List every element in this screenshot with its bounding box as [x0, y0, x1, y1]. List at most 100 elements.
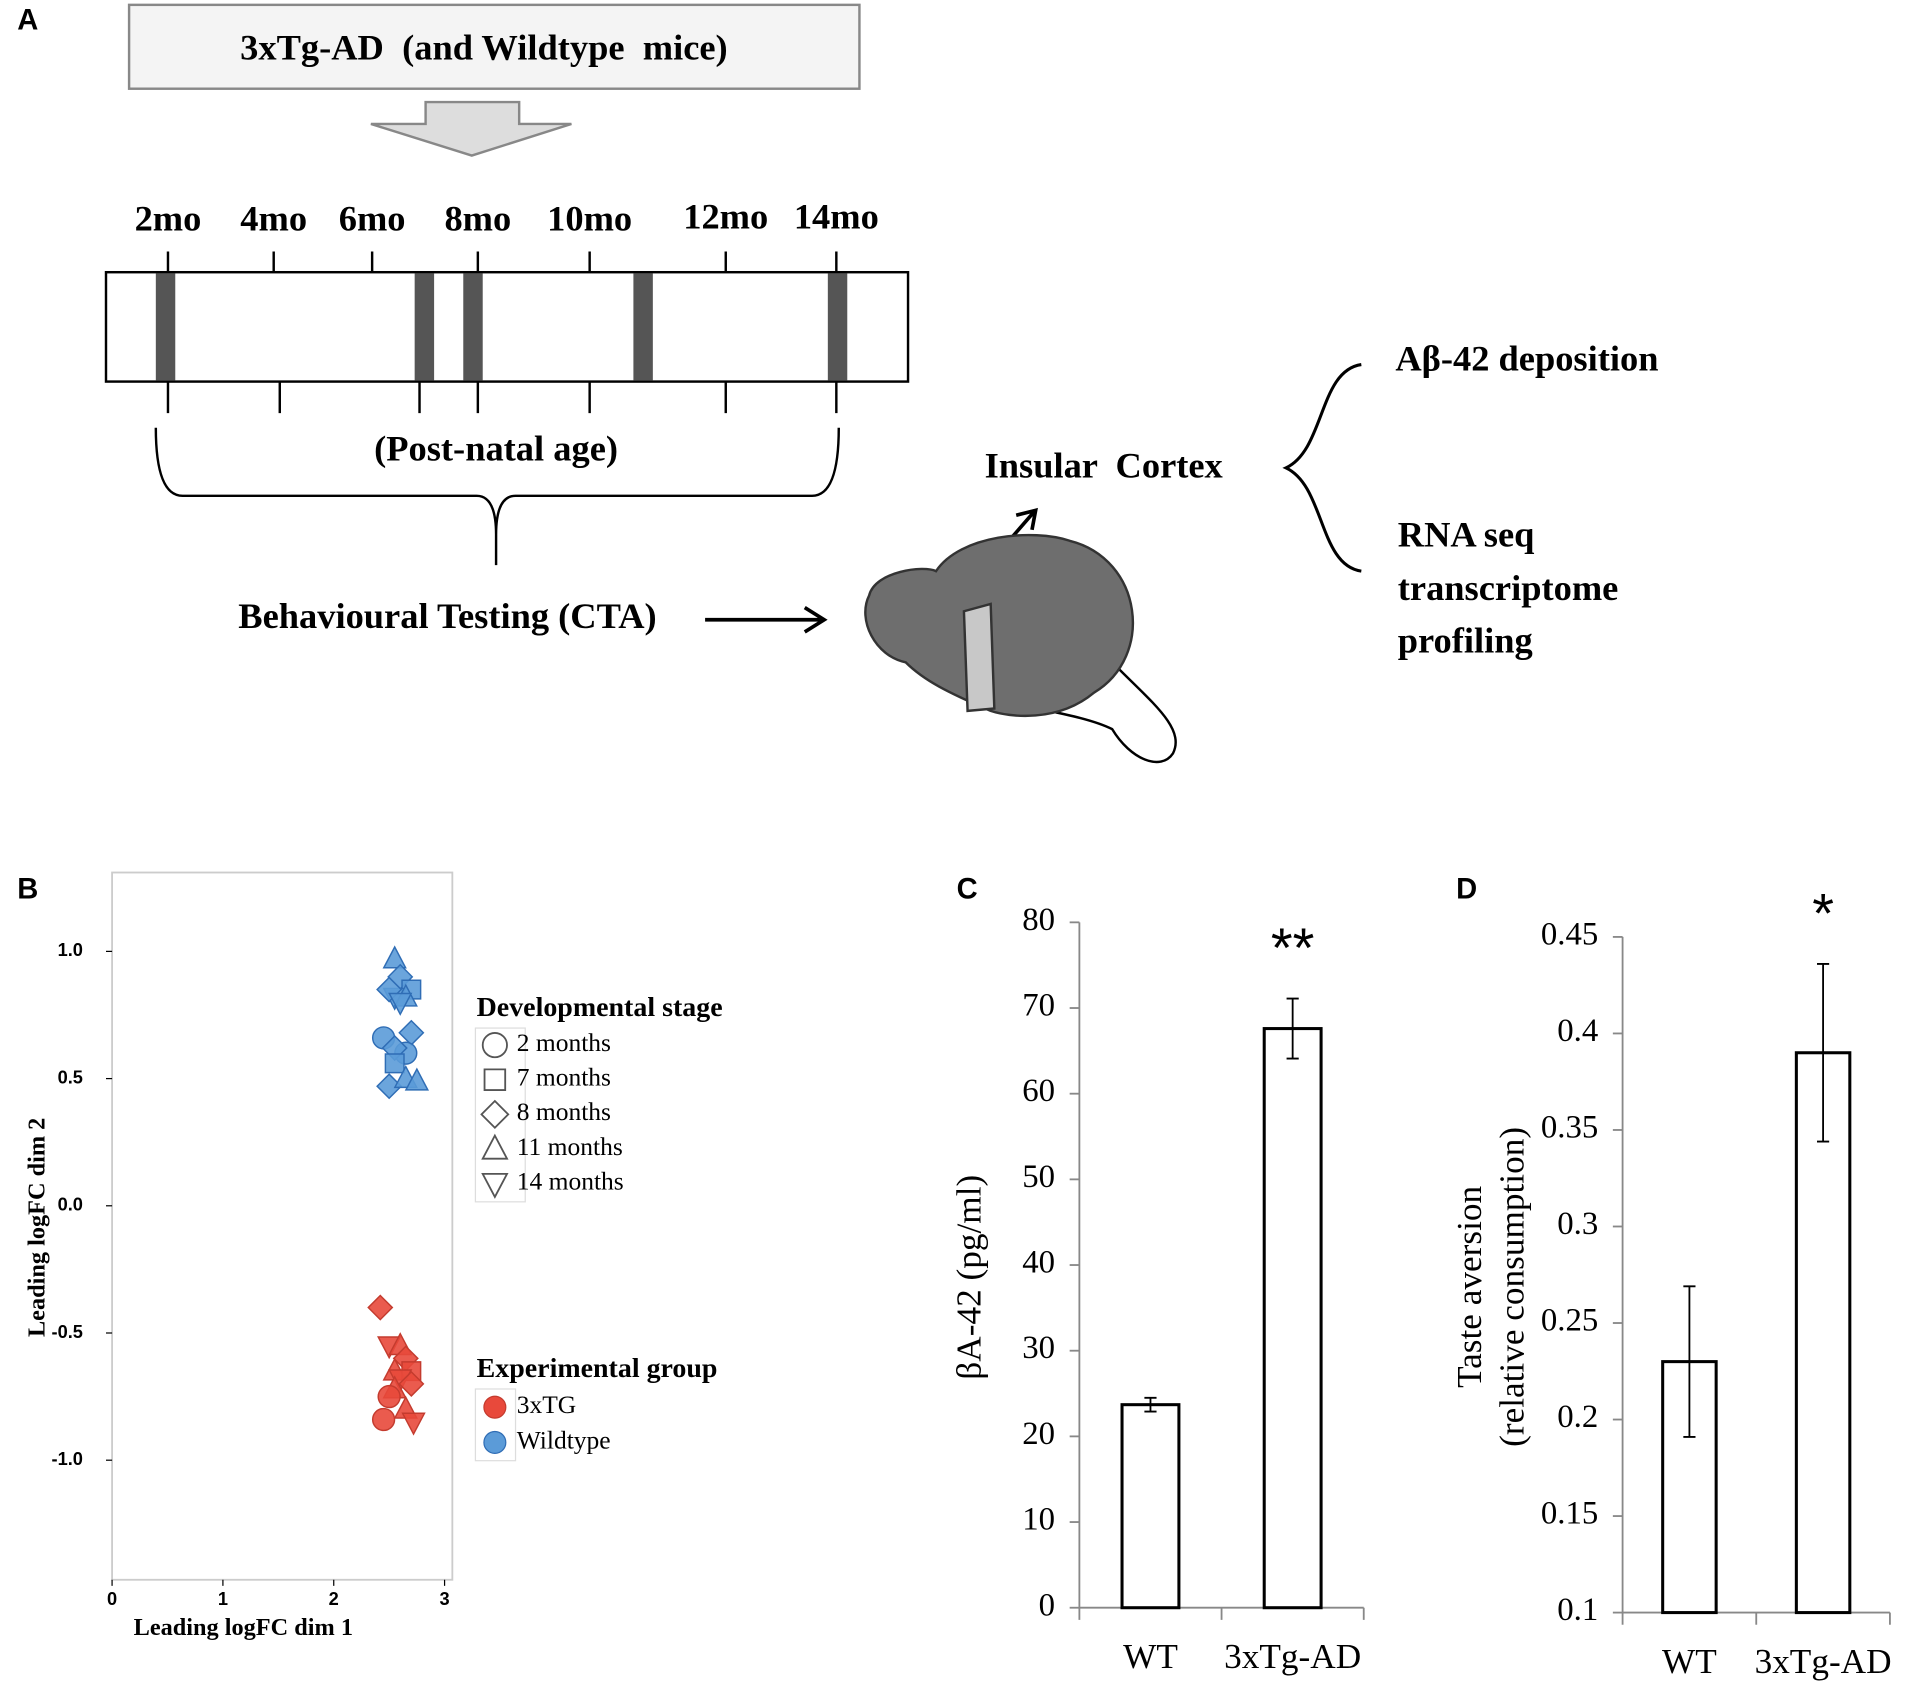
y-tick-label: 70 — [1022, 988, 1055, 1024]
x-tick-label: 1 — [218, 1589, 228, 1609]
panel-label: C — [957, 873, 978, 905]
y-tick-label: -1.0 — [52, 1449, 83, 1469]
point — [388, 992, 413, 1016]
age-label: 10mo — [547, 199, 632, 239]
y-tick-label: 0.3 — [1557, 1206, 1598, 1242]
x-tick-label: WT — [1123, 1637, 1178, 1676]
legend-marker — [481, 1133, 509, 1160]
error-bar — [1144, 1396, 1157, 1413]
legend-box — [474, 1388, 517, 1462]
point — [384, 1053, 405, 1074]
arrow — [705, 606, 828, 634]
y-tick-label: 60 — [1022, 1073, 1055, 1109]
legend-marker — [481, 1032, 508, 1059]
legend-label: 8 months — [517, 1097, 611, 1126]
y-tick-label: 0.15 — [1541, 1496, 1598, 1532]
y-tick-label: 0.0 — [58, 1195, 83, 1215]
y-tick-label: 0.35 — [1541, 1110, 1598, 1146]
legend-marker — [481, 1172, 509, 1199]
point — [404, 1067, 430, 1091]
x-tick-label: 3xTg-AD — [1755, 1642, 1892, 1681]
age-label: 8mo — [444, 199, 511, 239]
error-bar — [1683, 1285, 1696, 1438]
panel-a — [104, 3, 1362, 764]
y-tick-label: 0 — [1039, 1587, 1055, 1623]
y-tick-label: 80 — [1022, 902, 1055, 938]
error-bar — [1286, 997, 1299, 1060]
legend-label: 3xTG — [517, 1390, 577, 1419]
y-tick-label: 0.25 — [1541, 1303, 1598, 1339]
y-tick-label: 0.45 — [1541, 916, 1598, 952]
brace — [1282, 363, 1362, 573]
timeline — [104, 270, 910, 383]
region-label: Insular Cortex — [985, 445, 1224, 485]
point — [401, 1412, 426, 1436]
brain — [864, 533, 1135, 717]
bar — [1262, 1027, 1323, 1610]
y-tick-label: 0.1 — [1557, 1592, 1598, 1628]
y-axis-title: Taste aversion — [1450, 1186, 1489, 1388]
outcome: Aβ-42 deposition — [1395, 338, 1658, 378]
top-box — [127, 3, 861, 90]
caption: (Post-natal age) — [374, 428, 618, 468]
legend-marker — [483, 1430, 507, 1454]
legend-marker — [483, 1068, 507, 1091]
panel-label: D — [1456, 873, 1477, 905]
y-axis-title: (relative consumption) — [1493, 1127, 1532, 1447]
point — [382, 945, 407, 969]
age-label: 6mo — [339, 199, 406, 239]
age-label: 2mo — [135, 199, 202, 239]
age-label: 14mo — [794, 196, 879, 236]
bar — [1794, 1051, 1852, 1615]
significance: ** — [1271, 916, 1315, 979]
brace — [154, 427, 840, 566]
y-axis-title: βA-42 (pg/ml) — [950, 1175, 989, 1380]
plot-frame — [111, 871, 454, 1581]
outcome: profiling — [1398, 620, 1533, 660]
bar — [1120, 1403, 1181, 1610]
y-tick-label: 1.0 — [58, 940, 83, 960]
box-text: 3xTg-AD (and Wildtype mice) — [240, 27, 728, 67]
insula-slice — [962, 602, 996, 713]
x-tick-label: 3xTg-AD — [1224, 1637, 1361, 1676]
down-arrow — [370, 100, 572, 157]
significance: * — [1812, 882, 1834, 945]
legend-label: 2 months — [517, 1028, 611, 1057]
outcome: transcriptome — [1398, 568, 1619, 608]
y-tick-label: 0.4 — [1557, 1013, 1598, 1049]
time-bars — [155, 273, 848, 381]
panel-a-text: A 3xTg-AD (and Wildtype mice) 2mo 4mo 6m… — [17, 5, 1658, 661]
legend-label: 11 months — [517, 1132, 623, 1161]
point — [398, 1019, 425, 1046]
point — [367, 1294, 394, 1321]
legend-box — [474, 1027, 526, 1203]
y-tick-label: -0.5 — [52, 1322, 83, 1342]
legend-title: Developmental stage — [477, 992, 723, 1023]
y-tick-label: 50 — [1022, 1159, 1055, 1195]
x-tick-label: 3 — [440, 1589, 450, 1609]
panel-label: A — [17, 5, 38, 37]
point — [377, 1385, 401, 1409]
legend-label: 14 months — [517, 1166, 624, 1195]
y-tick-label: 30 — [1022, 1330, 1055, 1366]
legend-marker — [483, 1395, 507, 1419]
y-tick-label: 0.5 — [58, 1067, 83, 1087]
x-tick-label: 2 — [329, 1589, 339, 1609]
error-bar — [1817, 963, 1830, 1143]
point — [398, 1370, 425, 1397]
panel-label: B — [17, 873, 38, 905]
legend-label: 7 months — [517, 1063, 611, 1092]
x-tick-label: 0 — [107, 1589, 117, 1609]
legend-marker — [480, 1099, 510, 1130]
x-tick-label: WT — [1662, 1642, 1717, 1681]
x-axis-title: Leading logFC dim 1 — [134, 1614, 353, 1641]
testing-label: Behavioural Testing (CTA) — [238, 596, 656, 636]
y-tick-label: 20 — [1022, 1416, 1055, 1452]
legend-title: Experimental group — [477, 1353, 718, 1384]
age-label: 12mo — [683, 196, 768, 236]
legend-label: Wildtype — [517, 1425, 611, 1454]
age-label: 4mo — [240, 199, 307, 239]
point — [371, 1407, 396, 1432]
y-tick-label: 0.2 — [1557, 1399, 1598, 1435]
